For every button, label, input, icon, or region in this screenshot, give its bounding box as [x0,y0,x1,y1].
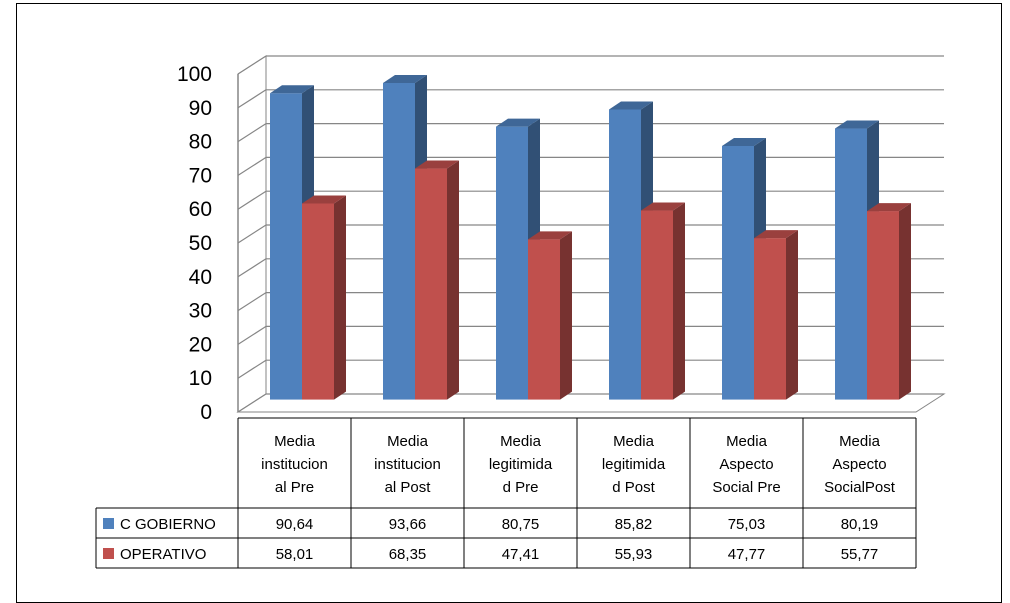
gridline-side [237,325,267,345]
category-label: Aspecto [719,456,773,473]
category-label: al Pre [275,479,314,496]
bar-front [302,203,334,400]
y-tick-label: 10 [189,367,212,390]
data-value: 68,35 [389,546,427,563]
bar-side [899,203,911,400]
bar-top [496,118,540,127]
bar-top [754,230,798,239]
legend-swatch [103,548,114,559]
y-tick-label: 20 [189,333,212,356]
gridline-side [237,292,267,312]
y-tick-label: 90 [189,97,212,120]
bar-front [383,83,415,400]
category-label: Media [500,433,542,450]
y-tick-label: 60 [189,198,212,221]
category-label: Aspecto [832,456,886,473]
gridline-side [237,224,267,244]
gridline-side [237,393,267,413]
y-tick-label: 80 [189,131,212,154]
y-tick-label: 100 [177,63,212,86]
bar-front [867,211,899,400]
category-label: Social Pre [712,479,780,496]
data-value: 47,41 [502,546,540,563]
bar-top [835,120,879,129]
category-label: institucion [261,456,328,473]
bar-top [302,195,346,204]
legend-swatch [103,518,114,529]
y-tick-label: 0 [200,401,212,424]
data-value: 58,01 [276,546,314,563]
bar-top [415,160,459,169]
bar-front [270,93,302,400]
data-value: 93,66 [389,516,427,533]
gridlines [237,55,944,413]
data-value: 75,03 [728,516,766,533]
bar-front [496,126,528,400]
category-label: d Post [612,479,655,496]
category-label: Media [839,433,881,450]
y-tick-label: 70 [189,164,212,187]
category-label: Media [613,433,655,450]
data-value: 55,77 [841,546,879,563]
data-value: 55,93 [615,546,653,563]
data-value: 80,75 [502,516,540,533]
bar-side [560,231,572,400]
bar-side [447,160,459,400]
bar-top [383,75,427,84]
y-tick-label: 40 [189,266,212,289]
bar-front [754,238,786,400]
bar-front [609,109,641,400]
legend-label: OPERATIVO [120,546,206,563]
category-label: legitimida [602,456,666,473]
category-label: legitimida [489,456,553,473]
bar-front [528,239,560,400]
category-label: Media [726,433,768,450]
data-value: 80,19 [841,516,879,533]
category-label: institucion [374,456,441,473]
gridline-side [237,190,267,210]
y-tick-label: 50 [189,232,212,255]
bar-top [641,202,685,211]
bar-front [415,168,447,400]
category-label: Media [387,433,429,450]
gridline-side [237,123,267,143]
bar-top [722,137,766,146]
bar-top [867,203,911,212]
y-tick-label: 30 [189,300,212,323]
data-table: Media institucion al Pre Media institucion al… [95,417,917,569]
gridline-side [237,359,267,379]
bar-chart: 0 10 20 30 40 50 60 70 80 90 100 Media institucion a… [95,55,946,569]
category-label: SocialPost [824,479,896,496]
legend-label: C GOBIERNO [120,516,216,533]
gridline-side [237,156,267,176]
bar-front [835,128,867,400]
category-label: d Pre [503,479,539,496]
bar-top [270,85,314,94]
bar-side [673,202,685,400]
y-axis: 0 10 20 30 40 50 60 70 80 90 100 [177,63,239,424]
category-label: Media [274,433,316,450]
category-label: al Post [385,479,432,496]
gridline-side [237,55,267,75]
gridline-side [237,258,267,278]
data-value: 47,77 [728,546,766,563]
bar-side [334,195,346,400]
data-value: 90,64 [276,516,314,533]
bar-side [786,230,798,400]
bars [270,75,911,400]
gridline-side [237,89,267,109]
bar-front [641,210,673,400]
bar-top [528,231,572,240]
data-value: 85,82 [615,516,653,533]
bar-top [609,101,653,110]
bar-front [722,145,754,400]
